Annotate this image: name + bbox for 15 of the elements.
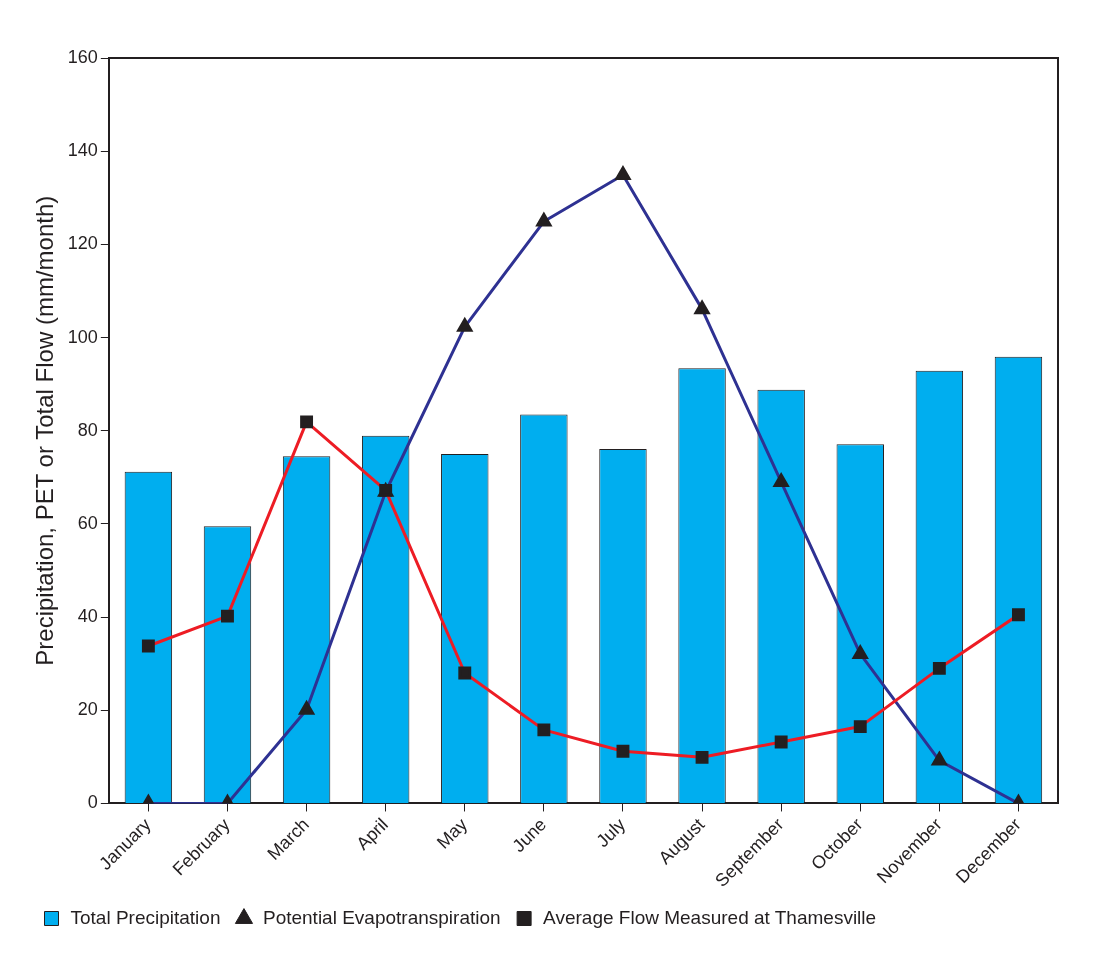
x-tick-label: July	[592, 814, 630, 852]
x-tick-label: May	[432, 814, 472, 853]
legend-label: Potential Evapotranspiration	[262, 906, 501, 928]
y-tick-label: 100	[67, 326, 98, 347]
y-tick-label: 60	[77, 512, 98, 533]
y-axis-title: Precipitation, PET or Total Flow (mm/month)	[31, 195, 59, 666]
legend-label: Total Precipitation	[70, 906, 221, 928]
legend-label: Average Flow Measured at Thamesville	[543, 906, 877, 928]
y-tick-label: 120	[67, 233, 98, 254]
y-tick-label: 0	[87, 792, 98, 813]
y-tick-label: 160	[67, 46, 98, 67]
y-tick-label: 40	[77, 606, 98, 627]
y-tick-label: 20	[77, 699, 98, 720]
y-tick-label: 80	[77, 419, 98, 440]
y-tick-label: 140	[67, 140, 98, 161]
